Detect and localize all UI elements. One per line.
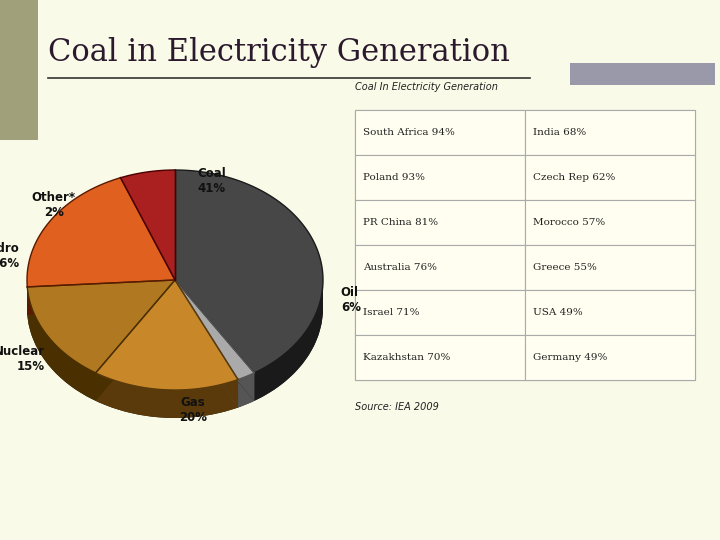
Polygon shape (254, 280, 323, 401)
Text: Oil
6%: Oil 6% (341, 286, 361, 314)
Bar (355, 290, 525, 335)
Bar (355, 110, 525, 155)
Bar (525, 245, 695, 290)
Text: Germany 49%: Germany 49% (533, 353, 608, 362)
Bar (355, 335, 525, 380)
Polygon shape (27, 178, 175, 287)
Polygon shape (120, 170, 175, 280)
Polygon shape (96, 280, 238, 390)
Polygon shape (175, 280, 254, 380)
Text: Czech Rep 62%: Czech Rep 62% (533, 173, 616, 182)
Bar (355, 200, 525, 245)
Text: Source: IEA 2009: Source: IEA 2009 (355, 402, 439, 412)
Text: Coal
41%: Coal 41% (197, 167, 226, 195)
Text: USA 49%: USA 49% (533, 308, 582, 317)
Bar (525, 110, 695, 155)
Polygon shape (175, 280, 238, 408)
Bar (525, 335, 695, 380)
Text: Coal in Electricity Generation: Coal in Electricity Generation (48, 37, 510, 68)
Ellipse shape (27, 198, 323, 418)
Text: Greece 55%: Greece 55% (533, 263, 597, 272)
Bar (355, 155, 525, 200)
Bar (355, 110, 695, 380)
Text: Morocco 57%: Morocco 57% (533, 218, 606, 227)
Polygon shape (27, 280, 175, 373)
Text: Coal In Electricity Generation: Coal In Electricity Generation (355, 82, 498, 92)
Bar (355, 245, 525, 290)
Polygon shape (27, 280, 175, 315)
Bar (525, 290, 695, 335)
Polygon shape (96, 280, 175, 401)
Polygon shape (96, 280, 175, 401)
Polygon shape (238, 373, 254, 408)
Text: PR China 81%: PR China 81% (363, 218, 438, 227)
Text: South Africa 94%: South Africa 94% (363, 128, 455, 137)
Text: Nuclear
15%: Nuclear 15% (0, 345, 45, 373)
Text: Gas
20%: Gas 20% (179, 396, 207, 424)
Polygon shape (175, 280, 254, 401)
Polygon shape (175, 280, 254, 401)
Bar (525, 200, 695, 245)
Polygon shape (27, 287, 96, 401)
Text: Hydro
16%: Hydro 16% (0, 242, 19, 270)
Text: India 68%: India 68% (533, 128, 586, 137)
Bar (570, 63, 715, 85)
Bar (525, 155, 695, 200)
Text: Australia 76%: Australia 76% (363, 263, 437, 272)
Polygon shape (96, 373, 238, 418)
Polygon shape (175, 280, 238, 408)
Text: Poland 93%: Poland 93% (363, 173, 425, 182)
Polygon shape (27, 280, 175, 315)
Text: Other*
2%: Other* 2% (32, 191, 76, 219)
Text: Kazakhstan 70%: Kazakhstan 70% (363, 353, 451, 362)
Bar (0, 0, 38, 140)
Polygon shape (175, 170, 323, 373)
Text: Israel 71%: Israel 71% (363, 308, 420, 317)
